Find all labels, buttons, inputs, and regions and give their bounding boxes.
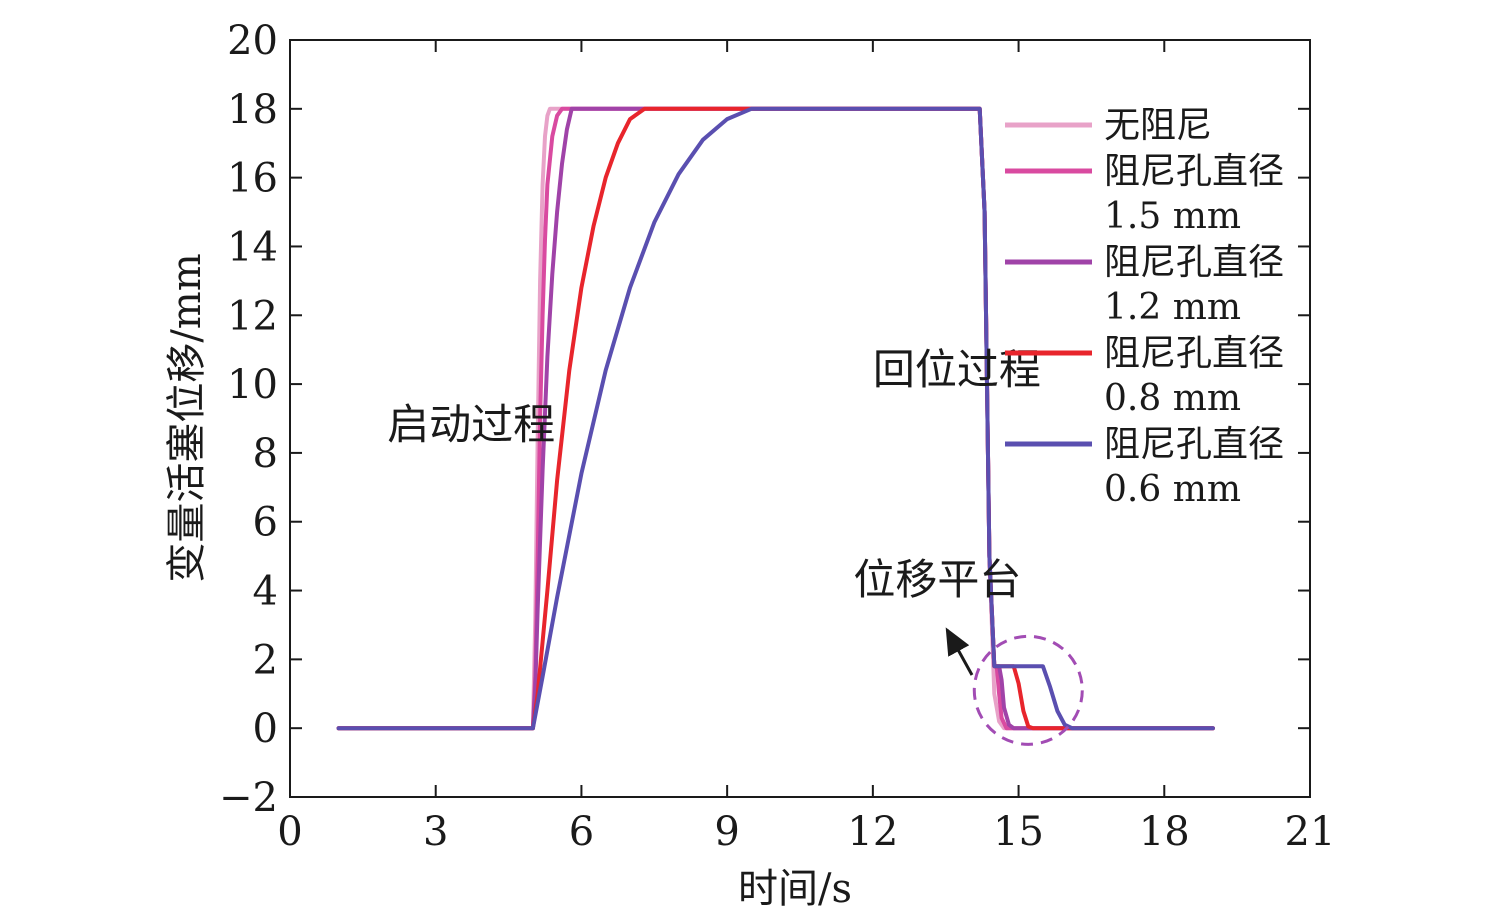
y-tick-label: 20 — [227, 18, 278, 64]
series-lines — [336, 106, 1215, 731]
x-tick-label: 9 — [714, 809, 739, 855]
annotation-text: 位移平台 — [853, 555, 1021, 604]
legend-label: 阻尼孔直径 — [1104, 424, 1284, 465]
axis-ticks — [289, 39, 1311, 798]
series-line-3 — [336, 106, 1215, 731]
x-tick-label: 15 — [993, 809, 1044, 855]
y-tick-label: 6 — [253, 500, 278, 546]
highlight-circle — [972, 634, 1084, 746]
legend-label: 阻尼孔直径 — [1104, 333, 1284, 374]
x-tick-label: 0 — [277, 809, 302, 855]
legend-label: 无阻尼 — [1104, 105, 1212, 146]
x-tick-labels: 0 3 6 9 12 15 18 21 — [277, 809, 1335, 855]
x-tick-label: 21 — [1285, 809, 1336, 855]
series-line-5 — [336, 106, 1215, 731]
y-tick-label: −2 — [219, 775, 278, 821]
y-tick-label: 8 — [253, 431, 278, 477]
y-tick-label: 4 — [253, 569, 278, 615]
y-tick-label: 12 — [227, 293, 278, 339]
y-tick-label: 0 — [253, 706, 278, 752]
x-tick-label: 6 — [569, 809, 594, 855]
y-tick-label: 18 — [227, 87, 278, 133]
y-tick-label: 16 — [227, 156, 278, 202]
x-tick-label: 3 — [423, 809, 448, 855]
annotation-text: 启动过程 — [387, 400, 555, 449]
legend-label: 0.6 mm — [1104, 469, 1241, 510]
legend-label: 0.8 mm — [1104, 378, 1241, 419]
x-tick-label: 18 — [1139, 809, 1190, 855]
x-axis-title: 时间/s — [738, 866, 852, 912]
series-line-4 — [336, 106, 1215, 731]
y-axis-title: 变量活塞位移/mm — [164, 253, 210, 582]
annotation-arrow — [945, 627, 974, 676]
y-tick-label: 2 — [253, 637, 278, 683]
y-tick-label: 14 — [227, 224, 278, 270]
series-line-2 — [336, 106, 1215, 731]
legend-label: 阻尼孔直径 — [1104, 242, 1284, 283]
x-tick-label: 12 — [847, 809, 898, 855]
plot-frame — [289, 39, 1311, 798]
legend-label: 阻尼孔直径 — [1104, 151, 1284, 192]
y-tick-label: 10 — [227, 362, 278, 408]
legend-label: 1.2 mm — [1104, 287, 1241, 328]
y-tick-labels: −2 0 2 4 6 8 10 12 14 16 18 20 — [219, 18, 278, 821]
legend-label: 1.5 mm — [1104, 196, 1241, 237]
